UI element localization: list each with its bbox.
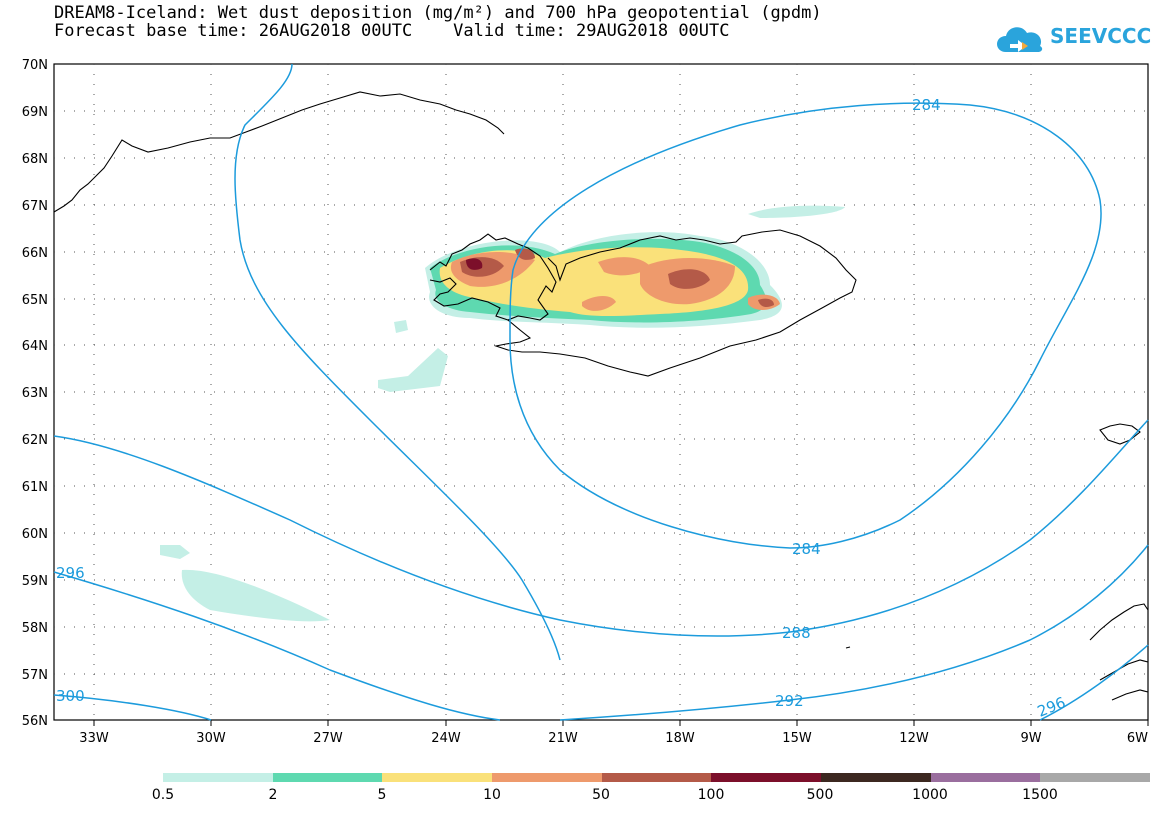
logo-text: SEEVCCC bbox=[1050, 24, 1152, 48]
legend-swatch bbox=[711, 773, 822, 782]
lon-label: 21W bbox=[548, 731, 578, 746]
legend-label: 500 bbox=[806, 787, 834, 803]
lat-label: 69N bbox=[22, 105, 48, 120]
legend-colorbar bbox=[163, 773, 1151, 782]
legend-label: 5 bbox=[377, 787, 387, 803]
geopotential-contours bbox=[53, 63, 1149, 721]
contour-label: 288 bbox=[782, 624, 811, 642]
lon-label: 6W bbox=[1127, 731, 1148, 746]
seevccc-logo-icon bbox=[997, 27, 1043, 52]
legend-label: 50 bbox=[592, 787, 610, 803]
legend-swatch bbox=[163, 773, 273, 782]
lat-label: 58N bbox=[22, 621, 48, 636]
legend-swatch bbox=[930, 773, 1041, 782]
contour-label: 284 bbox=[912, 96, 941, 114]
lon-label: 18W bbox=[665, 731, 695, 746]
lon-label: 9W bbox=[1020, 731, 1041, 746]
lon-label: 12W bbox=[899, 731, 929, 746]
legend-swatch bbox=[821, 773, 931, 782]
coastlines bbox=[53, 91, 1149, 701]
dust-deposition-field bbox=[160, 205, 845, 622]
legend-swatch bbox=[382, 773, 493, 782]
lat-label: 59N bbox=[22, 574, 48, 589]
legend-swatch bbox=[272, 773, 383, 782]
lon-label: 27W bbox=[313, 731, 343, 746]
contour-label: 284 bbox=[792, 540, 821, 558]
lon-label: 33W bbox=[79, 731, 109, 746]
legend-label: 1500 bbox=[1022, 787, 1058, 803]
legend-swatch bbox=[601, 773, 712, 782]
contour-label: 292 bbox=[775, 692, 804, 710]
legend-swatch bbox=[1040, 773, 1151, 782]
forecast-times: Forecast base time: 26AUG2018 00UTC Vali… bbox=[54, 21, 730, 41]
contour-label: 300 bbox=[56, 687, 85, 705]
legend-label: 1000 bbox=[912, 787, 948, 803]
lat-label: 57N bbox=[22, 668, 48, 683]
lat-label: 62N bbox=[22, 433, 48, 448]
lat-label: 60N bbox=[22, 527, 48, 542]
legend-label: 2 bbox=[268, 787, 278, 803]
lon-label: 30W bbox=[196, 731, 226, 746]
longitude-labels: 33W 30W 27W 24W 21W 18W 15W 12W 9W 6W bbox=[79, 731, 1148, 746]
lat-label: 70N bbox=[22, 58, 48, 73]
lat-label: 68N bbox=[22, 152, 48, 167]
axis-ticks bbox=[93, 720, 1149, 726]
legend-label: 0.5 bbox=[151, 787, 175, 803]
legend-label: 10 bbox=[483, 787, 501, 803]
map-frame bbox=[53, 63, 1149, 721]
lon-label: 15W bbox=[782, 731, 812, 746]
contour-label: 296 bbox=[56, 564, 85, 582]
lat-label: 65N bbox=[22, 293, 48, 308]
lat-label: 61N bbox=[22, 480, 48, 495]
lat-label: 64N bbox=[22, 339, 48, 354]
map-title: DREAM8-Iceland: Wet dust deposition (mg/… bbox=[54, 3, 822, 23]
lat-label: 63N bbox=[22, 386, 48, 401]
legend-label: 100 bbox=[697, 787, 725, 803]
lat-label: 67N bbox=[22, 199, 48, 214]
lat-label: 66N bbox=[22, 246, 48, 261]
lat-label: 56N bbox=[22, 714, 48, 729]
legend-swatch bbox=[492, 773, 602, 782]
lon-label: 24W bbox=[431, 731, 461, 746]
latitude-labels: 70N 69N 68N 67N 66N 65N 64N 63N 62N 61N … bbox=[22, 58, 48, 729]
